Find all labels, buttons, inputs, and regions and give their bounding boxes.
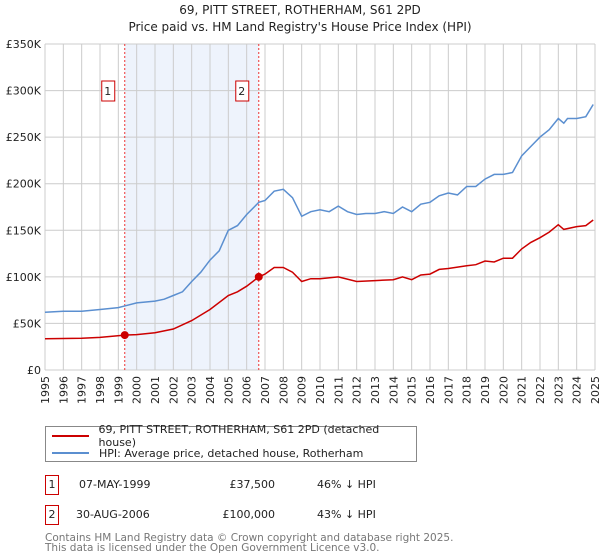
x-tick-label: 2004 [204,376,217,404]
legend-swatch-red [52,435,89,437]
x-tick-label: 2011 [332,376,345,404]
legend-label: HPI: Average price, detached house, Roth… [99,446,364,460]
series-line [44,219,594,340]
y-tick-label: £200K [6,178,42,191]
x-tick-label: 2008 [277,376,290,404]
x-tick-label: 2003 [186,376,199,404]
chart-subtitle: Price paid vs. HM Land Registry's House … [128,20,472,34]
legend-item-hpi: HPI: Average price, detached house, Roth… [52,445,363,461]
transaction-hpi: 43% ↓ HPI [317,508,376,521]
x-tick-label: 2022 [534,376,547,404]
sale-point [254,272,263,281]
x-tick-label: 2020 [497,376,510,404]
transaction-hpi: 46% ↓ HPI [317,478,376,491]
series-line [44,104,594,314]
y-tick-label: £250K [6,131,42,144]
y-tick-label: £150K [6,224,42,237]
x-tick-label: 1995 [39,376,52,404]
x-tick-label: 2014 [387,376,400,404]
x-tick-label: 2005 [222,376,235,404]
x-tick-label: 2013 [369,376,382,404]
x-tick-label: 1996 [57,376,70,404]
x-tick-label: 2018 [461,376,474,404]
footer: Contains HM Land Registry data © Crown c… [45,532,454,554]
x-tick-label: 1998 [94,376,107,404]
x-tick-label: 2006 [241,376,254,404]
footer-licence: This data is licensed under the Open Gov… [45,542,380,554]
y-tick-label: £350K [6,38,42,51]
transaction-badge: 1 [45,475,59,495]
y-tick-label: £50K [13,317,42,330]
x-tick-label: 2017 [442,376,455,404]
legend-item-property: 69, PITT STREET, ROTHERHAM, S61 2PD (det… [52,423,416,449]
x-tick-label: 2012 [351,376,364,404]
y-tick-label: £300K [6,85,42,98]
y-tick-label: £0 [27,364,41,377]
x-tick-label: 2009 [296,376,309,404]
x-tick-label: 2000 [131,376,144,404]
transaction-badge: 2 [45,505,59,525]
x-tick-label: 1999 [112,376,125,404]
x-tick-label: 2002 [167,376,180,404]
x-tick-label: 2025 [589,376,600,404]
x-tick-label: 2015 [406,376,419,404]
sale-badge-label: 2 [238,85,245,98]
transaction-row: 2 30-AUG-2006 £100,000 43% ↓ HPI [45,505,445,525]
transaction-price: £37,500 [229,478,276,491]
chart-title: 69, PITT STREET, ROTHERHAM, S61 2PD [179,3,421,17]
y-tick-label: £100K [6,271,42,284]
transaction-price: £100,000 [222,508,276,521]
x-tick-label: 2023 [552,376,565,404]
x-tick-label: 2007 [259,376,272,404]
x-tick-label: 1997 [76,376,89,404]
x-tick-label: 2016 [424,376,437,404]
x-tick-label: 2010 [314,376,327,404]
x-tick-label: 2021 [516,376,529,404]
sale-badge [235,80,250,102]
sale-badge-label: 1 [104,85,111,98]
sale-point [120,331,129,340]
legend: 69, PITT STREET, ROTHERHAM, S61 2PD (det… [45,423,417,462]
transaction-date: 07-MAY-1999 [79,478,151,491]
price-chart: 1995 1996 1997 1998 1999 2000 2001 2002 2003 2004… [6,38,600,404]
transaction-row: 1 07-MAY-1999 £37,500 46% ↓ HPI [45,475,445,495]
footer-copyright: Contains HM Land Registry data © Crown c… [45,532,454,544]
x-tick-label: 2024 [571,376,584,404]
legend-label: 69, PITT STREET, ROTHERHAM, S61 2PD (det… [98,423,380,449]
x-tick-label: 2019 [479,376,492,404]
transaction-date: 30-AUG-2006 [76,508,150,521]
x-tick-label: 2001 [149,376,162,404]
sale-badge [101,80,116,102]
legend-swatch-blue [52,452,89,454]
